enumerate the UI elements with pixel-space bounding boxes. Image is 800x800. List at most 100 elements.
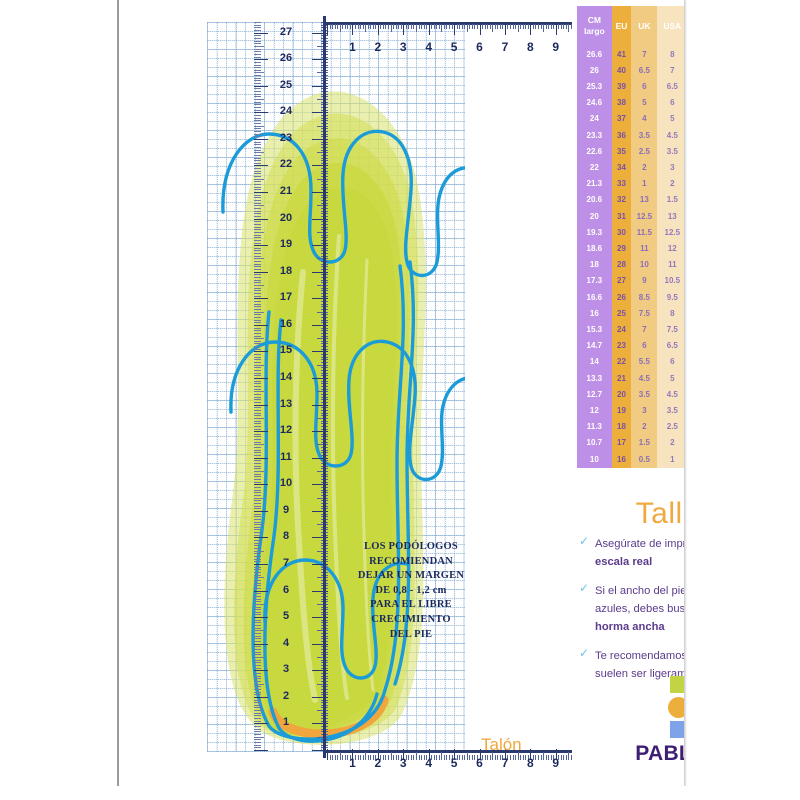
table-cell-uk: 8.5 [631, 289, 658, 306]
foot-outline-diagram [207, 22, 465, 752]
table-cell-uk: 10 [631, 257, 658, 274]
recommendation-line: DEL PIE [389, 628, 433, 640]
table-cell-eu: 23 [611, 338, 632, 355]
table-cell-uk: 4 [631, 111, 658, 128]
table-cell-usa: 2 [657, 435, 684, 452]
vertical-ruler-tick-3: 3 [282, 663, 290, 676]
table-cell-uk: 11 [631, 240, 658, 258]
printable-page: 1 2 3 4 5 6 7 8 9 10 11 12 13 14 15 16 17 18 19 20 21 22 23 24 2… [117, 0, 684, 786]
table-cell-cm-largo: 20.6 [577, 192, 612, 209]
list-item-label: Si el ancho del pie supera las líneas az… [595, 585, 684, 633]
table-cell-uk: 3.5 [631, 386, 658, 403]
table-cell-uk: 6 [631, 78, 658, 96]
table-cell-usa: 3 [657, 159, 684, 177]
list-item: ✓ Asegúrate de imprimir la plantilla en e… [579, 534, 684, 570]
table-cell-uk: 7.5 [631, 305, 658, 322]
recommendation-line: DEJAR UN MARGEN [357, 570, 465, 582]
table-cell-cm-largo: 16 [577, 305, 612, 322]
table-cell-usa: 5 [657, 370, 684, 387]
table-cell-eu: 40 [611, 62, 632, 79]
vertical-ruler-fine [254, 22, 314, 752]
vertical-ruler-tick-12: 12 [279, 424, 293, 437]
table-cell-eu: 36 [611, 127, 632, 144]
table-cell-cm-largo: 22 [577, 159, 612, 177]
foot-measure-panel: 1 2 3 4 5 6 7 8 9 10 11 12 13 14 15 16 17 18 19 20 21 22 23 24 2… [119, 0, 572, 786]
table-cell-cm-largo: 24 [577, 111, 612, 128]
table-cell-usa: 12 [657, 240, 684, 258]
table-cell-cm-largo: 19.3 [577, 224, 612, 241]
table-cell-usa: 7 [657, 62, 684, 79]
table-cell-eu: 17 [611, 435, 632, 452]
page-right-shadow [684, 0, 687, 786]
table-cell-usa: 6.5 [657, 338, 684, 355]
table-cell-cm-largo: 21.3 [577, 176, 612, 193]
logo-wordmark: PABLOSKY [635, 742, 684, 765]
table-cell-eu: 29 [611, 240, 632, 258]
table-cell-cm-largo: 22.6 [577, 143, 612, 160]
ruler-tick-7: 7 [501, 40, 509, 54]
table-cell-eu: 24 [611, 321, 632, 339]
table-cell-cm-largo: 26.6 [577, 46, 612, 63]
table-row: 2234237.57.95 [577, 159, 684, 177]
table-cell-uk: 7 [631, 46, 658, 63]
vertical-ruler-tick-10: 10 [279, 477, 293, 490]
top-ruler-axis [323, 22, 572, 25]
table-cell-usa: 13 [657, 208, 684, 225]
ruler-tick-7: 7 [501, 756, 509, 770]
table-cell-eu: 18 [611, 419, 632, 436]
sizes-instructions-list: ✓ Asegúrate de imprimir la plantilla en e… [579, 534, 684, 693]
table-cell-usa: 6 [657, 95, 684, 112]
table-cell-eu: 33 [611, 176, 632, 193]
table-cell-eu: 25 [611, 305, 632, 322]
table-cell-uk: 3.5 [631, 127, 658, 144]
table-cell-cm-largo: 18 [577, 257, 612, 274]
list-item-label: Asegúrate de imprimir la plantilla en es… [595, 538, 684, 568]
table-cell-uk: 9 [631, 273, 658, 290]
table-cell-eu: 26 [611, 289, 632, 306]
recommendation-line: DE 0,8 - 1,2 cm [375, 584, 447, 596]
vertical-ruler-axis [323, 16, 326, 758]
vertical-ruler-tick-9: 9 [282, 503, 290, 516]
table-cell-uk: 2 [631, 419, 658, 436]
table-cell-cm-largo: 12 [577, 402, 612, 420]
ruler-tick-3: 3 [399, 756, 407, 770]
vertical-ruler-tick-22: 22 [279, 158, 293, 171]
col-header-eu: EU [611, 6, 632, 47]
table-cell-eu: 22 [611, 354, 632, 371]
table-cell-eu: 19 [611, 402, 632, 420]
table-cell-uk: 1.5 [631, 435, 658, 452]
list-item: ✓ Te recomendamos medir los 2 pies; suele… [579, 646, 684, 682]
table-row: 2437457.98.4 [577, 111, 684, 128]
table-cell-usa: 11 [657, 257, 684, 274]
table-cell-uk: 0.5 [631, 451, 658, 468]
table-cell-usa: 12.5 [657, 224, 684, 241]
ruler-tick-3: 3 [399, 40, 407, 54]
podiatrist-recommendation-text: LOS PODÓLOGOS RECOMIENDAN DEJAR UN MARGEN D… [341, 540, 481, 642]
ruler-tick-6: 6 [476, 40, 483, 54]
recommendation-line: RECOMIENDAN [369, 555, 453, 567]
vertical-ruler-tick-6: 6 [282, 583, 290, 596]
bottom-ruler-ticks [327, 738, 572, 760]
list-item: ✓ Si el ancho del pie supera las líneas a… [579, 581, 684, 635]
vertical-ruler-tick-5: 5 [282, 610, 290, 623]
ruler-tick-1: 1 [349, 756, 356, 770]
table-cell-eu: 35 [611, 143, 632, 160]
table-cell-eu: 32 [611, 192, 632, 209]
table-cell-usa: 1 [657, 451, 684, 468]
table-row: 24.6385688.55 [577, 95, 684, 112]
table-cell-cm-largo: 20 [577, 208, 612, 225]
table-cell-usa: 2 [657, 176, 684, 193]
vertical-ruler-tick-2: 2 [282, 689, 290, 702]
table-cell-usa: 3.5 [657, 402, 684, 420]
table-cell-cm-largo: 23.3 [577, 127, 612, 144]
logo-blue-square-icon [670, 721, 684, 738]
